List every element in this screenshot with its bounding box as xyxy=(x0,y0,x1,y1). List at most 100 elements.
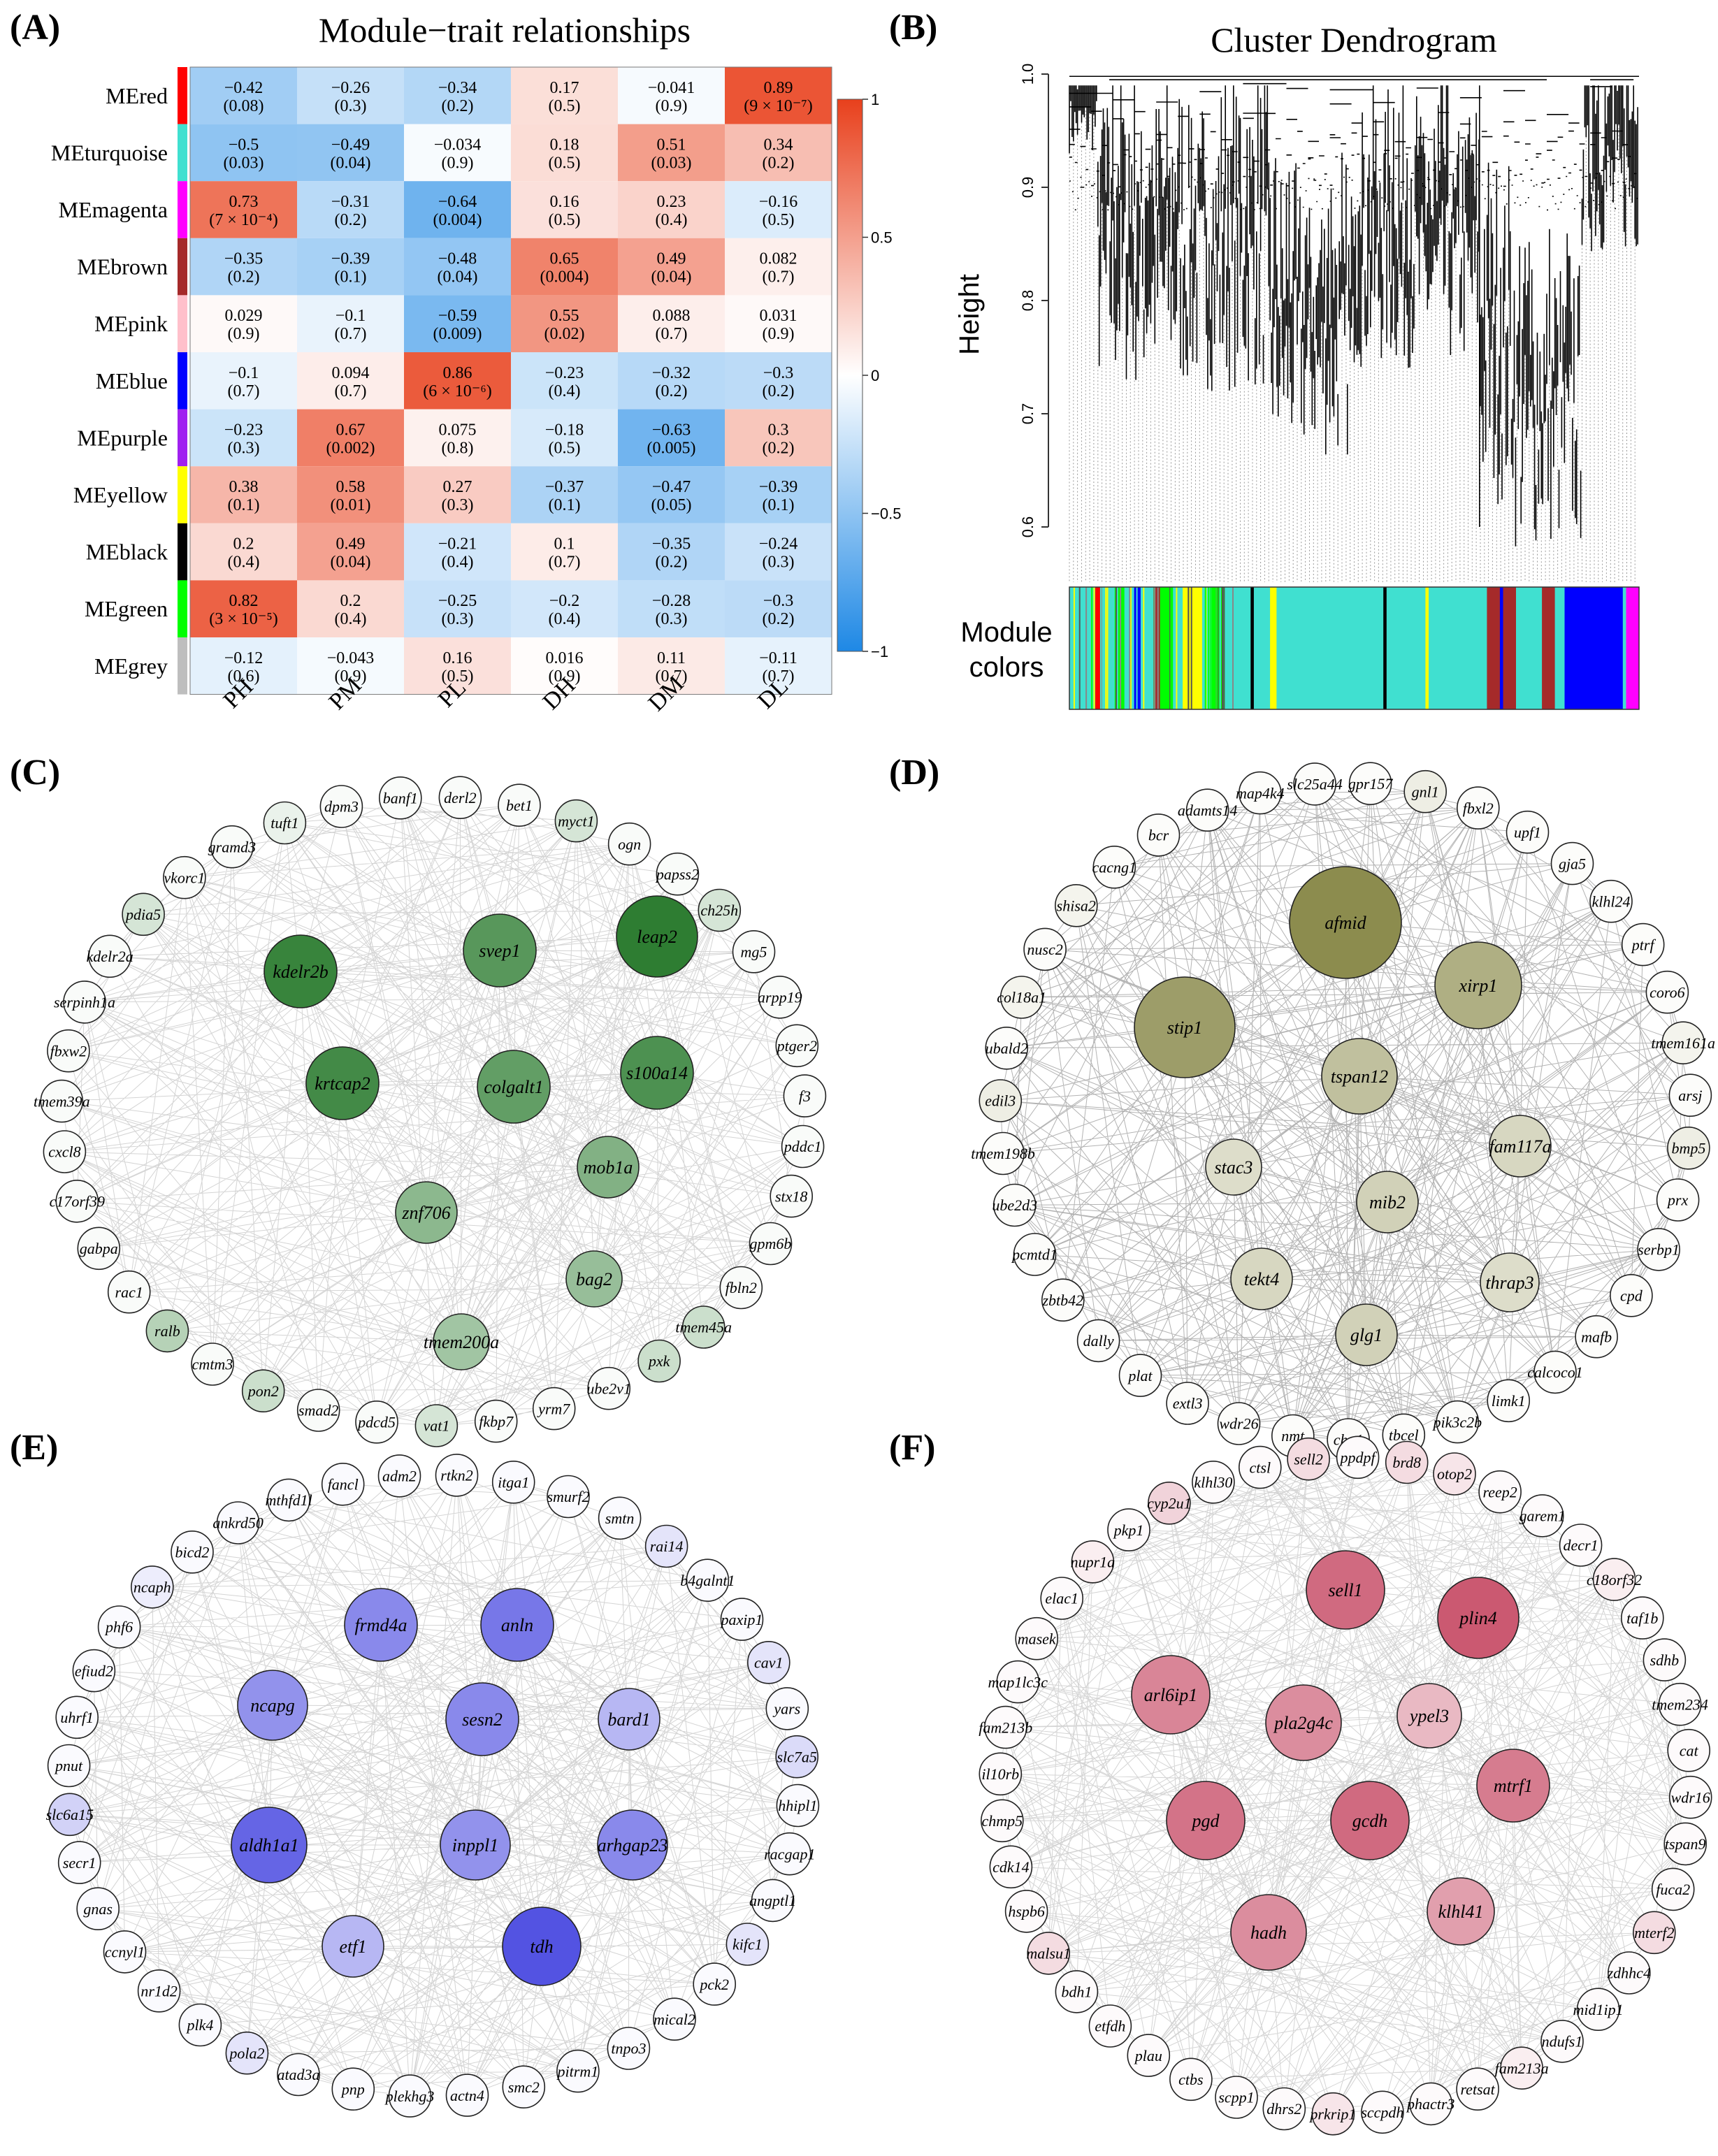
node xyxy=(1004,1890,1048,1933)
node-label: mid1ip1 xyxy=(1573,2001,1624,2018)
cell-pvalue: (3 × 10⁻⁵) xyxy=(209,610,278,628)
node-label: il10rb xyxy=(981,1765,1019,1783)
module-color-stripe xyxy=(1116,587,1118,709)
hub-node xyxy=(1356,1171,1419,1233)
hub-node xyxy=(598,1688,661,1751)
node-label: rac1 xyxy=(115,1283,143,1301)
module-color-segment xyxy=(1429,587,1487,709)
node-label: cdk14 xyxy=(992,1858,1030,1876)
node-label: uhrf1 xyxy=(60,1709,94,1726)
node xyxy=(263,801,307,845)
node xyxy=(1348,762,1392,805)
node-label: map1lc3c xyxy=(988,1673,1048,1691)
node xyxy=(321,1463,365,1506)
heatmap-cell xyxy=(725,124,832,182)
cell-value: −0.11 xyxy=(759,649,797,667)
node-label: etfdh xyxy=(1095,2018,1125,2035)
cell-pvalue: (0.7) xyxy=(656,667,688,686)
node xyxy=(267,1478,310,1522)
row-color-bar xyxy=(178,409,187,467)
heatmap-cell xyxy=(297,523,404,581)
node xyxy=(88,934,131,978)
cell-value: −0.041 xyxy=(648,79,695,97)
hub-node xyxy=(344,1588,418,1662)
node xyxy=(732,930,776,974)
node-label: vat1 xyxy=(423,1417,449,1435)
node xyxy=(1076,1319,1120,1363)
node-label: smc2 xyxy=(508,2078,540,2096)
cell-pvalue: (0.04) xyxy=(331,154,371,172)
node xyxy=(758,976,802,1019)
module-color-segment xyxy=(1503,587,1517,709)
cell-value: 0.23 xyxy=(657,193,686,211)
node xyxy=(1148,1482,1191,1525)
cell-value: −0.49 xyxy=(331,136,370,154)
cell-pvalue: (0.8) xyxy=(442,439,474,457)
node-label: slc25a44 xyxy=(1287,776,1342,793)
node xyxy=(1239,1445,1282,1489)
node-label: frmd4a xyxy=(354,1615,407,1635)
cell-pvalue: (0.4) xyxy=(228,554,260,572)
node-label: etf1 xyxy=(340,1937,367,1957)
panel-label-a: (A) xyxy=(10,8,60,48)
colorbar-tick-label: −0.5 xyxy=(871,505,901,523)
module-color-segment xyxy=(1095,587,1102,709)
module-color-stripe xyxy=(1073,587,1075,709)
node xyxy=(1550,841,1594,885)
node xyxy=(587,1366,631,1410)
node-label: xirp1 xyxy=(1459,976,1498,996)
node xyxy=(414,1404,459,1447)
heatmap-cell xyxy=(404,580,511,637)
node-label: pitrm1 xyxy=(556,2062,599,2080)
node xyxy=(491,1461,535,1504)
hub-node xyxy=(1476,1749,1550,1823)
node-label: kifc1 xyxy=(732,1936,763,1953)
heatmap-cell xyxy=(404,523,511,581)
heatmap-colorbar: 1 0.5 0 −0.5 −1 xyxy=(837,91,901,660)
node-label: adamts14 xyxy=(1178,802,1238,819)
node xyxy=(1403,769,1447,813)
node xyxy=(1027,1932,1070,1975)
node-label: bag2 xyxy=(576,1269,612,1289)
node xyxy=(241,1369,285,1412)
node-label: nr1d2 xyxy=(140,1983,178,2000)
node xyxy=(1215,2076,1258,2119)
module-color-stripe xyxy=(1143,587,1145,709)
cell-value: −0.42 xyxy=(224,79,264,97)
heatmap-cell xyxy=(297,352,404,410)
row-label: MEpink xyxy=(94,311,168,336)
cell-pvalue: (0.5) xyxy=(549,154,581,172)
module-color-stripe xyxy=(1188,587,1190,709)
cell-pvalue: (0.9) xyxy=(656,97,688,115)
panel-label-d: (D) xyxy=(889,753,939,793)
hub-node xyxy=(597,1809,668,1881)
cell-value: −0.24 xyxy=(759,535,798,554)
cell-pvalue: (0.01) xyxy=(331,496,371,514)
node-label: fam117a xyxy=(1489,1136,1551,1157)
node xyxy=(1658,1682,1702,1726)
dendrogram-y-axis: 0.6 0.7 0.8 0.9 1.0 xyxy=(1019,64,1049,537)
row-color-bar xyxy=(178,580,187,637)
node xyxy=(547,1475,590,1519)
node-label: plin4 xyxy=(1458,1608,1496,1628)
module-color-segment xyxy=(1622,587,1626,709)
node xyxy=(1217,1402,1261,1445)
module-color-segment xyxy=(1201,587,1213,709)
node-label: bicd2 xyxy=(175,1544,210,1561)
cell-value: 0.16 xyxy=(550,193,579,211)
heatmap-cell xyxy=(297,238,404,296)
hub-node xyxy=(1230,1894,1307,1971)
node-label: ndufs1 xyxy=(1542,2033,1583,2050)
node-label: vkorc1 xyxy=(164,869,205,886)
node xyxy=(783,1074,827,1117)
node xyxy=(435,1454,479,1497)
module-color-stripe xyxy=(1078,587,1081,709)
cell-pvalue: (0.5) xyxy=(549,211,581,229)
module-color-segment xyxy=(1383,587,1387,709)
node-label: myct1 xyxy=(558,812,595,830)
heatmap-row-color-bars xyxy=(178,67,187,695)
node xyxy=(1185,788,1229,832)
node-label: malsu1 xyxy=(1026,1945,1071,1962)
node-label: arl6ip1 xyxy=(1144,1685,1198,1705)
node-label: smurf2 xyxy=(547,1488,589,1505)
